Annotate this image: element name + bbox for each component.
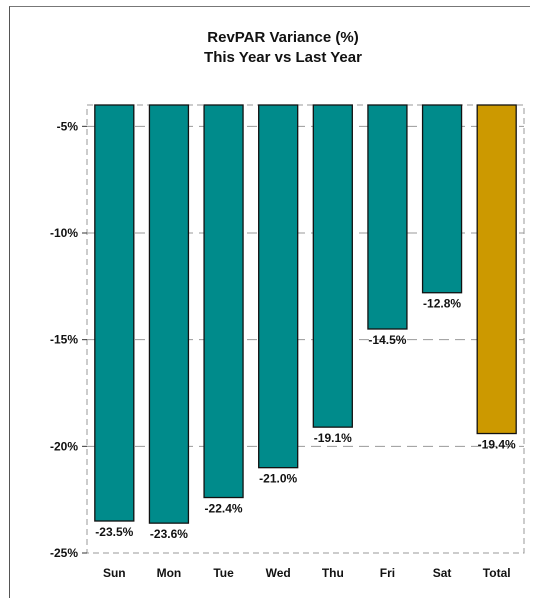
chart-title-line-2: This Year vs Last Year	[204, 49, 362, 66]
chart-title-line-1: RevPAR Variance (%)	[207, 29, 358, 46]
x-category-label: Fri	[380, 566, 395, 580]
bar-thu	[312, 104, 353, 428]
x-category-label: Sat	[433, 566, 452, 580]
y-tick-label: -10%	[50, 226, 78, 240]
bar-total	[476, 104, 517, 435]
data-label: -12.8%	[423, 297, 461, 311]
x-category-label: Thu	[322, 566, 344, 580]
bar-wed	[258, 104, 299, 469]
data-label: -22.4%	[205, 502, 243, 516]
plot-border	[86, 104, 525, 554]
y-tick-label: -5%	[57, 119, 79, 133]
x-category-label: Wed	[266, 566, 291, 580]
y-tick-label: -25%	[50, 546, 78, 560]
data-label: -14.5%	[368, 333, 406, 347]
bar-fri	[367, 104, 408, 330]
x-category-label: Tue	[213, 566, 234, 580]
plot-area: -5% -10% -15% -20% -25% -23.5% Sun -23.6% Mon -22…	[50, 104, 525, 580]
data-label: -21.0%	[259, 472, 297, 486]
bar-tue	[203, 104, 244, 499]
data-label: -23.6%	[150, 527, 188, 541]
x-category-label: Mon	[157, 566, 182, 580]
bar-sun	[94, 104, 135, 522]
x-category-label: Total	[483, 566, 511, 580]
data-label: -19.4%	[478, 438, 516, 452]
data-label: -23.5%	[95, 525, 133, 539]
y-tick-label: -15%	[50, 333, 78, 347]
bar-sat	[421, 104, 463, 294]
y-tick-label: -20%	[50, 439, 78, 453]
data-label: -19.1%	[314, 431, 352, 445]
x-category-label: Sun	[103, 566, 126, 580]
bar-mon	[148, 104, 190, 524]
